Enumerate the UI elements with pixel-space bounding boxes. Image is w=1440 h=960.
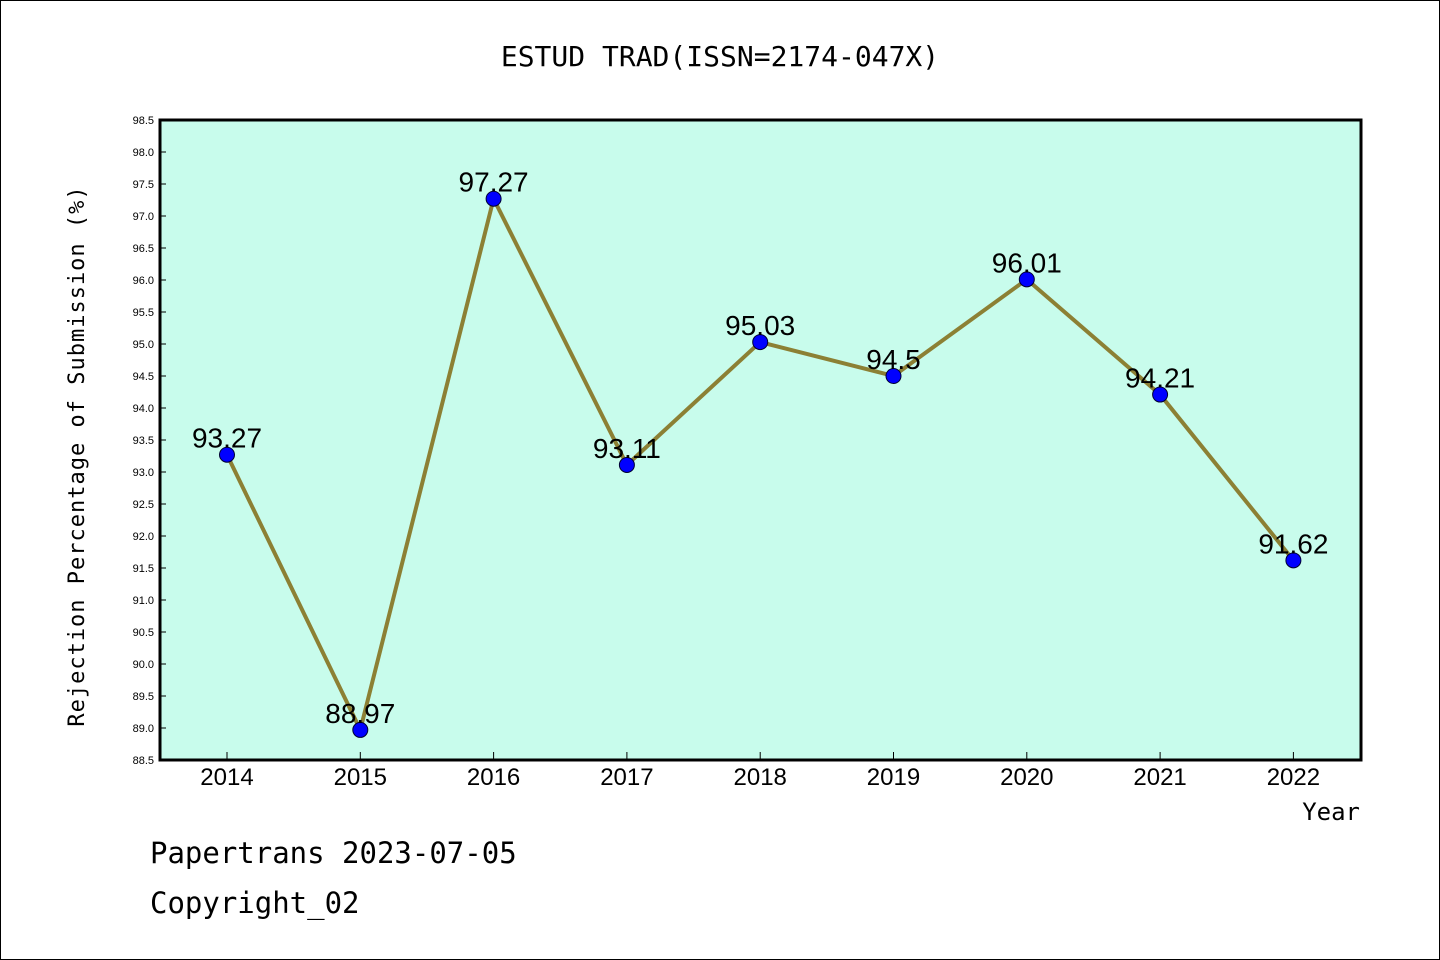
y-axis-ticks: 88.5 89.0 89.5 90.0 90.5 91.0 91.5 92.0 92.5 93.0… <box>133 115 166 767</box>
data-point <box>618 456 635 473</box>
data-label: 96.01 <box>992 247 1062 278</box>
x-tick-label: 2021 <box>1133 764 1186 791</box>
data-point <box>1018 271 1035 288</box>
y-tick-label: 93.0 <box>133 467 154 479</box>
data-label: 97.27 <box>459 167 529 198</box>
data-label: 91.62 <box>1258 528 1328 559</box>
y-tick-label: 92.5 <box>133 499 154 511</box>
x-axis-ticks: 2014 2015 2016 2017 2018 2019 2020 2021 2022 <box>200 752 1320 791</box>
data-label: 93.11 <box>593 433 661 464</box>
data-label: 93.27 <box>192 423 262 454</box>
y-tick-label: 97.5 <box>133 179 154 191</box>
x-tick-label: 2014 <box>200 764 253 791</box>
y-tick-label: 88.5 <box>133 755 154 767</box>
data-point <box>219 446 235 463</box>
data-point <box>1285 552 1302 569</box>
data-point <box>485 190 502 207</box>
data-points <box>219 190 1302 738</box>
footer-copyright: Copyright_02 <box>150 886 360 920</box>
data-labels: 93.27 88.97 97.27 93.11 95.03 94.5 96.01 94.21 9… <box>192 167 1328 729</box>
x-axis-label: Year <box>1302 798 1360 826</box>
y-tick-label: 98.0 <box>133 147 154 159</box>
y-tick-label: 95.5 <box>133 307 154 319</box>
y-tick-label: 96.5 <box>133 243 154 255</box>
y-tick-label: 93.5 <box>133 435 154 447</box>
y-tick-label: 97.0 <box>133 211 154 223</box>
y-tick-label: 94.0 <box>133 403 154 415</box>
y-tick-label: 91.0 <box>133 595 154 607</box>
y-tick-label: 89.5 <box>133 691 154 703</box>
data-label: 95.03 <box>725 310 795 341</box>
data-point <box>1152 386 1169 403</box>
y-tick-label: 90.0 <box>133 659 154 671</box>
data-label: 88.97 <box>325 698 395 729</box>
y-axis-label: Rejection Percentage of Submission (%) <box>65 185 90 726</box>
data-point <box>752 334 769 351</box>
x-tick-label: 2019 <box>867 764 920 791</box>
y-tick-label: 89.0 <box>133 723 154 735</box>
y-tick-label: 96.0 <box>133 275 154 287</box>
data-label: 94.21 <box>1125 363 1195 394</box>
y-tick-label: 91.5 <box>133 563 154 575</box>
y-tick-label: 90.5 <box>133 627 154 639</box>
x-tick-label: 2017 <box>600 764 653 791</box>
data-point <box>352 721 369 738</box>
x-tick-label: 2016 <box>467 764 520 791</box>
x-tick-label: 2020 <box>1000 764 1053 791</box>
x-tick-label: 2018 <box>734 764 787 791</box>
x-tick-label: 2015 <box>334 764 387 791</box>
x-tick-label: 2022 <box>1267 764 1320 791</box>
y-tick-label: 92.0 <box>133 531 154 543</box>
y-tick-label: 94.5 <box>133 371 154 383</box>
plot-area <box>158 118 1363 762</box>
y-tick-label: 95.0 <box>133 339 154 351</box>
data-point <box>885 368 902 384</box>
footer-date: Papertrans 2023-07-05 <box>150 836 517 870</box>
chart-title: ESTUD TRAD(ISSN=2174-047X) <box>501 40 939 73</box>
data-label: 94.5 <box>866 344 921 375</box>
y-tick-label: 98.5 <box>133 115 154 127</box>
